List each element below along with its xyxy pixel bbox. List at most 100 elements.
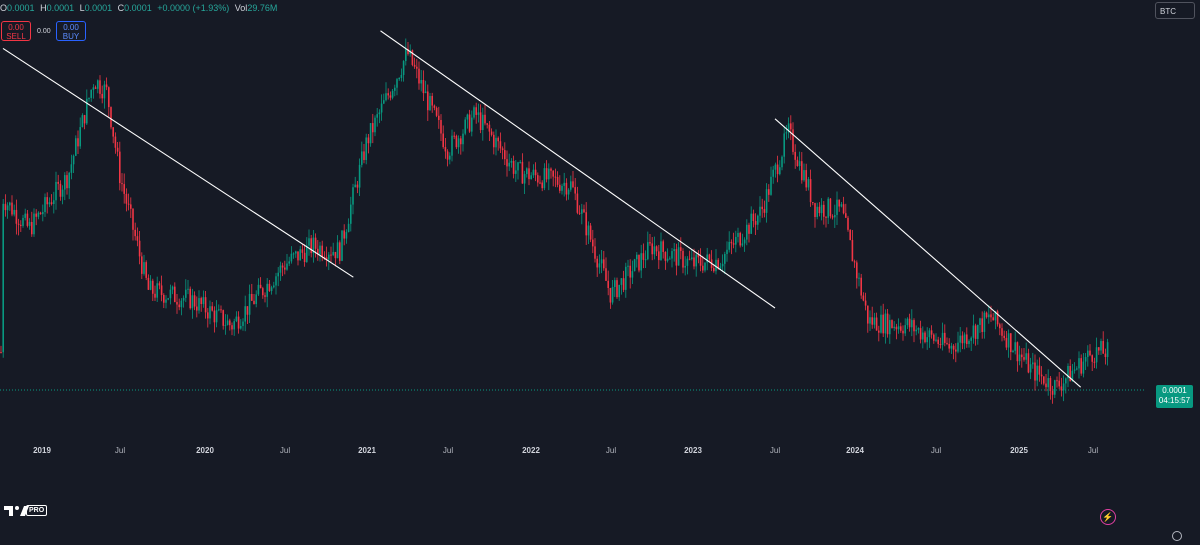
candle-body — [108, 87, 110, 108]
price-chart[interactable] — [0, 0, 1145, 440]
candle-body — [145, 262, 147, 278]
chart-area[interactable] — [0, 0, 1145, 440]
candle-body — [963, 334, 966, 344]
candle-body — [922, 332, 924, 340]
candle-body — [1067, 365, 1069, 379]
candle-body — [1021, 354, 1023, 358]
time-axis-label: 2019 — [33, 446, 51, 455]
candle-body — [1034, 362, 1036, 381]
candle-body — [787, 123, 790, 133]
candle-body — [383, 100, 385, 104]
time-axis-label: 2023 — [684, 446, 702, 455]
candle-body — [999, 324, 1001, 329]
candle-body — [1087, 350, 1089, 357]
candle-body — [119, 151, 121, 184]
candle-body — [534, 169, 537, 176]
candle-body — [475, 107, 477, 115]
candle-body — [75, 138, 77, 156]
candle-body — [829, 198, 832, 217]
candle-body — [988, 314, 990, 318]
gear-icon[interactable] — [1172, 531, 1182, 541]
candle-body — [246, 306, 249, 315]
candle-body — [413, 64, 416, 67]
candle-body — [440, 120, 442, 134]
sell-button[interactable]: 0.00 SELL — [1, 21, 31, 41]
candle-body — [570, 181, 572, 190]
candle-body — [15, 209, 18, 224]
buy-button[interactable]: 0.00 BUY — [56, 21, 86, 41]
candle-body — [726, 249, 728, 255]
candle-body — [548, 168, 550, 180]
candle-body — [990, 314, 992, 318]
candle-body — [422, 80, 425, 94]
candle-body — [1032, 362, 1034, 365]
candle-body — [418, 68, 420, 84]
bar-countdown: 04:15:57 — [1158, 396, 1191, 405]
candle-body — [631, 271, 634, 278]
candle-body — [94, 87, 97, 89]
candle-body — [380, 103, 383, 113]
candle-body — [669, 258, 671, 260]
candle-body — [864, 300, 867, 306]
candle-body — [433, 105, 436, 108]
candle-body — [781, 156, 783, 168]
candle-body — [713, 268, 715, 272]
candle-body — [517, 162, 519, 171]
candle-body — [365, 137, 367, 161]
candle-body — [620, 278, 623, 285]
candle-body — [966, 334, 968, 345]
candle-body — [633, 259, 636, 272]
candle-body — [900, 326, 902, 331]
candle-body — [112, 127, 114, 137]
candle-body — [455, 135, 458, 148]
candle-body — [363, 151, 365, 161]
candle-body — [1054, 380, 1056, 395]
candle-body — [398, 77, 400, 80]
candle-body — [950, 345, 953, 349]
candle-body — [374, 117, 376, 133]
candle-body — [92, 87, 95, 90]
candle-body — [838, 199, 840, 207]
candle-body — [354, 184, 356, 188]
candle-body — [207, 312, 209, 319]
candle-body — [264, 295, 266, 297]
candle-body — [486, 123, 488, 125]
candle-body — [719, 266, 722, 269]
candle-body — [842, 204, 845, 214]
candle-body — [493, 134, 495, 148]
candle-body — [543, 168, 546, 189]
candle-body — [873, 317, 876, 325]
candle-body — [622, 278, 625, 290]
candle-body — [589, 225, 592, 240]
candle-body — [961, 335, 964, 344]
candle-body — [114, 136, 117, 148]
candle-body — [1065, 378, 1067, 384]
candle-body — [442, 133, 444, 148]
candle-body — [807, 179, 810, 188]
candle-body — [482, 114, 484, 131]
candle-body — [149, 280, 152, 290]
candle-body — [407, 49, 409, 54]
candle-body — [213, 310, 216, 323]
candle-body — [946, 342, 948, 344]
candle-body — [367, 137, 370, 144]
candle-body — [438, 115, 440, 121]
candle-body — [83, 115, 86, 124]
candle-body — [424, 91, 427, 94]
lightning-icon[interactable]: ⚡ — [1100, 509, 1116, 525]
symbol-button[interactable]: BTC — [1155, 2, 1195, 19]
candle-body — [187, 288, 189, 290]
candle-body — [497, 137, 499, 142]
candle-body — [116, 147, 119, 152]
candle-body — [57, 181, 59, 184]
candle-body — [255, 294, 257, 304]
candle-body — [262, 288, 264, 296]
candle-body — [143, 262, 145, 274]
low-label: L — [79, 3, 85, 13]
candle-body — [488, 124, 491, 132]
time-axis[interactable]: 2019 Jul 2020 Jul 2021 Jul 2022 Jul 2023 Jul 2024 J… — [0, 440, 1200, 545]
candle-body — [0, 352, 2, 353]
candle-body — [556, 177, 559, 185]
candle-body — [625, 266, 627, 290]
candle-body — [528, 168, 530, 180]
